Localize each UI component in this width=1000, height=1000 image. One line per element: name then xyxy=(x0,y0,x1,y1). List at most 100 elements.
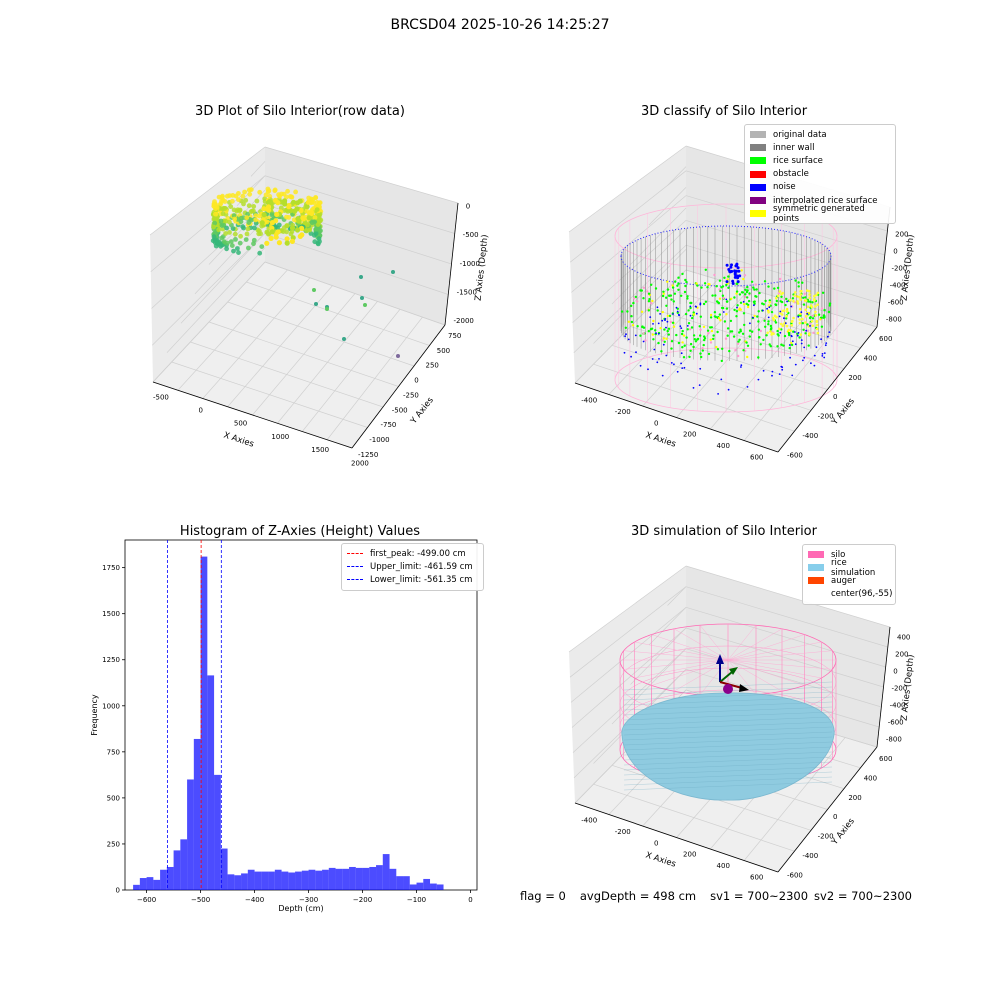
rice-surface-point xyxy=(687,309,690,312)
data-point xyxy=(213,211,218,217)
symmetric-point xyxy=(767,310,770,314)
rice-surface-point xyxy=(776,286,780,290)
data-point xyxy=(253,217,259,223)
rice-surface-point xyxy=(666,288,670,291)
rice-surface-point xyxy=(743,323,746,327)
x-tick-label: -500 xyxy=(153,393,169,401)
panel1-title: 3D Plot of Silo Interior(row data) xyxy=(195,104,405,119)
noise-point xyxy=(676,310,679,313)
grid-line xyxy=(642,288,750,407)
legend-item: symmetric generated points xyxy=(750,204,890,224)
rice-surface-point xyxy=(797,285,800,288)
legend-line-sample xyxy=(347,566,363,568)
data-point xyxy=(290,199,297,205)
data-point xyxy=(224,225,230,231)
z-axis-label: Z Axies (Depth) xyxy=(900,234,917,301)
data-point xyxy=(305,199,311,205)
rice-surface-point xyxy=(757,320,760,323)
rice-surface-point xyxy=(729,319,733,323)
noise-point xyxy=(753,304,755,307)
data-point xyxy=(284,214,289,220)
rice-surface-point xyxy=(739,301,743,304)
rice-surface-point xyxy=(630,320,634,324)
grid-line xyxy=(569,170,687,263)
rice-surface-point xyxy=(823,315,826,318)
noise-point xyxy=(699,302,702,305)
data-point xyxy=(261,212,267,218)
mesh-line xyxy=(623,766,833,776)
y-tick-label: 1000 xyxy=(102,702,120,710)
y-axis-label: Y Axies xyxy=(408,395,436,427)
rice-surface-point xyxy=(802,328,805,331)
grid-line xyxy=(569,586,687,678)
data-point xyxy=(359,275,363,279)
noise-point xyxy=(757,378,760,381)
grid-line xyxy=(227,285,333,407)
rice-surface-point xyxy=(669,320,673,324)
x-tick-label: -200 xyxy=(615,408,631,416)
data-point xyxy=(231,248,236,254)
data-point xyxy=(284,223,290,229)
rice-surface-point xyxy=(779,300,782,303)
rice-surface-point xyxy=(684,278,687,282)
rice-surface-point xyxy=(709,316,713,319)
rice-surface-point xyxy=(720,306,724,310)
noise-point xyxy=(791,374,794,377)
noise-point xyxy=(651,358,654,360)
rice-surface-point xyxy=(723,320,727,323)
rice-surface-point xyxy=(738,308,741,311)
noise-point xyxy=(680,327,683,329)
data-point xyxy=(317,200,323,206)
data-point xyxy=(251,204,257,209)
noise-point xyxy=(686,325,689,327)
rice-surface-point xyxy=(639,289,642,292)
rice-surface-point xyxy=(665,337,668,340)
noise-point xyxy=(781,368,784,371)
rice-surface-point xyxy=(739,330,742,333)
rice-surface-point xyxy=(759,343,762,346)
data-point xyxy=(289,238,295,244)
noise-point xyxy=(634,334,637,337)
noise-point xyxy=(810,362,812,365)
rice-surface-point xyxy=(661,339,664,342)
silo-roof-line xyxy=(651,659,729,686)
rice-surface-point xyxy=(641,325,644,328)
data-point xyxy=(238,219,244,225)
data-point xyxy=(313,226,319,232)
rice-surface-point xyxy=(720,286,723,289)
noise-point xyxy=(806,312,809,315)
noise-point xyxy=(749,322,751,325)
legend-label: obstacle xyxy=(773,169,809,180)
x-tick-label: −200 xyxy=(353,896,372,904)
noise-point xyxy=(630,355,632,358)
noise-point xyxy=(800,311,803,314)
rice-surface-point xyxy=(716,301,720,304)
x-tick-label: 500 xyxy=(234,420,247,428)
histogram-bar xyxy=(342,868,350,890)
grid-line xyxy=(685,195,885,256)
axis-lines xyxy=(152,202,459,449)
symmetric-point xyxy=(789,329,793,332)
legend-swatch xyxy=(808,577,824,585)
rice-surface-point xyxy=(702,343,705,347)
noise-point xyxy=(742,300,745,303)
rice-surface-point xyxy=(801,322,804,325)
histogram-bar xyxy=(382,854,390,890)
rice-surface-point xyxy=(692,311,695,314)
data-point xyxy=(273,234,279,240)
noise-point xyxy=(670,362,673,364)
noise-point xyxy=(680,352,683,355)
x-tick-label: −400 xyxy=(245,896,264,904)
rice-surface-point xyxy=(726,278,729,281)
data-point xyxy=(232,216,238,222)
noise-point xyxy=(676,370,679,373)
noise-point xyxy=(680,362,682,365)
noise-point xyxy=(665,354,668,357)
legend-label: silo xyxy=(831,549,846,560)
rice-surface-point xyxy=(666,280,669,283)
noise-point xyxy=(762,369,765,372)
rice-surface-point xyxy=(626,310,629,313)
data-point xyxy=(312,288,316,292)
panel4-title: 3D simulation of Silo Interior xyxy=(631,524,817,539)
rice-surface-point xyxy=(807,344,810,347)
